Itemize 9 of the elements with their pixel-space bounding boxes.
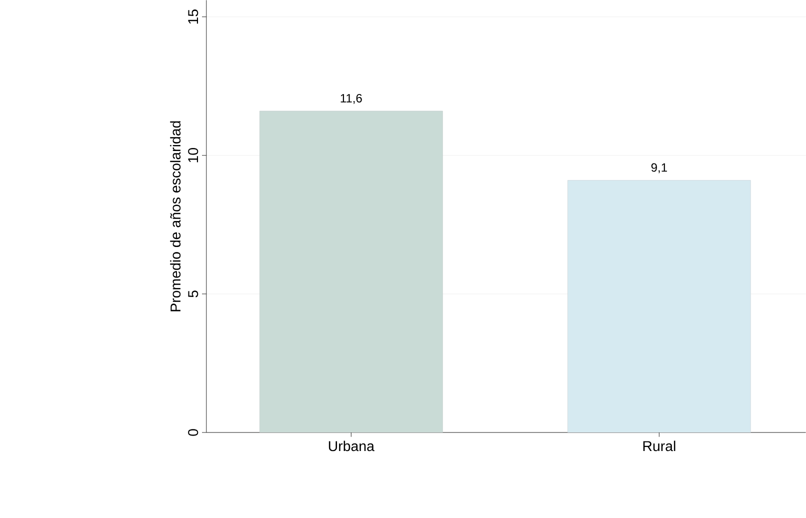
y-tick-label: 0 xyxy=(188,428,198,436)
y-tick-label: 5 xyxy=(188,290,198,298)
y-tick-label: 15 xyxy=(188,9,198,24)
y-tick-label: 10 xyxy=(188,148,198,162)
y-axis-title: Promedio de años escolaridad xyxy=(170,121,181,312)
data-label: 11,6 xyxy=(340,94,362,104)
x-tick-label: Rural xyxy=(643,440,676,451)
x-tick-label: Urbana xyxy=(328,440,374,451)
data-label: 9,1 xyxy=(651,163,667,173)
